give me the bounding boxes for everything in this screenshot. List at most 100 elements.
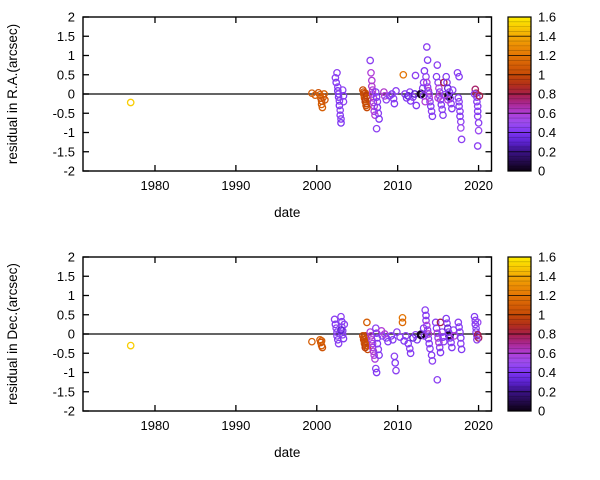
- colorbar-tick-label: 0.2: [538, 144, 556, 159]
- y-tick-label: -2: [63, 404, 75, 419]
- data-point: [334, 93, 343, 101]
- data-point: [384, 337, 392, 346]
- data-point: [421, 306, 430, 314]
- data-point: [335, 101, 344, 110]
- data-point: [373, 334, 382, 342]
- colorbar-tick-label: 0.6: [538, 346, 556, 361]
- data-point: [337, 115, 345, 123]
- data-point: [454, 94, 463, 102]
- data-point: [369, 347, 378, 356]
- y-tick-label: 0.5: [57, 307, 75, 322]
- data-point: [375, 115, 383, 123]
- data-point: [406, 97, 415, 105]
- data-point: [475, 92, 484, 100]
- data-point: [450, 332, 459, 340]
- x-tick-label: 2000: [302, 178, 331, 193]
- colorbar-tick-label: 0.8: [538, 87, 556, 102]
- data-point: [426, 102, 435, 111]
- data-point: [434, 94, 442, 102]
- colorbar-tick-label: 0.4: [538, 365, 556, 380]
- colorbar-tick-label: 0: [538, 164, 545, 179]
- data-point: [422, 43, 431, 51]
- data-point: [439, 337, 448, 346]
- ra-panel: 1980 1990 2000 2010 2020 2 1.5 1 0.5 0 -0.5 -1 -1.5 -…: [5, 10, 556, 221]
- data-point: [334, 339, 343, 348]
- data-point: [317, 337, 326, 345]
- data-point: [473, 107, 482, 116]
- data-point: [424, 330, 433, 338]
- data-point: [370, 351, 379, 360]
- colorbar-tick-label: 1.2: [538, 288, 556, 303]
- data-point: [337, 326, 345, 334]
- data-point: [339, 334, 348, 343]
- data-point: [401, 332, 410, 340]
- data-point: [422, 316, 430, 325]
- colorbar-border: [507, 16, 532, 172]
- data-point: [318, 103, 327, 112]
- axis-tick-labels: 1980 1990 2000 2010 2020 2 1.5 1 0.5 0 -0.5 -1 -1.5 -…: [53, 250, 493, 434]
- x-tick-label: 2020: [464, 418, 493, 433]
- data-point: [435, 92, 444, 100]
- data-point: [423, 83, 432, 91]
- data-point: [428, 112, 437, 121]
- data-point: [340, 320, 349, 329]
- data-point: [389, 94, 398, 103]
- data-point: [474, 334, 483, 342]
- data-point: [471, 85, 480, 94]
- data-point: [446, 334, 455, 342]
- data-point: [426, 97, 434, 106]
- data-point: [332, 78, 341, 87]
- colorbar-tick-label: 0.8: [538, 327, 556, 342]
- colorbar-tick-label: 0: [538, 404, 545, 419]
- data-point: [336, 106, 345, 115]
- data-point: [335, 97, 344, 105]
- data-point: [372, 368, 381, 377]
- x-tick-label: 1980: [141, 178, 170, 193]
- data-point: [337, 119, 345, 127]
- colorbar: 0 0.2 0.4 0.6 0.8 1 1.2 1.4 1.6: [507, 250, 556, 419]
- data-point: [443, 319, 451, 328]
- data-point: [380, 92, 389, 100]
- y-tick-label: -1: [63, 365, 75, 380]
- y-tick-label: 1: [68, 48, 75, 63]
- y-tick-label: 0: [68, 87, 75, 102]
- colorbar-tick-label: 1: [538, 307, 545, 322]
- data-point: [418, 84, 427, 93]
- y-tick-label: 2: [68, 250, 75, 265]
- data-point: [421, 97, 430, 106]
- data-point: [455, 97, 463, 106]
- colorbar: 0 0.2 0.4 0.6 0.8 1 1.2 1.4 1.6: [507, 10, 556, 179]
- data-point: [372, 124, 381, 133]
- data-point: [473, 102, 482, 111]
- colorbar-tick-label: 0.4: [538, 125, 556, 140]
- data-point: [456, 107, 464, 116]
- data-point: [435, 338, 443, 347]
- x-axis-label: date: [274, 445, 300, 460]
- data-point: [473, 318, 482, 327]
- y-tick-label: 1.5: [57, 29, 75, 44]
- data-point: [456, 112, 464, 121]
- colorbar-tick-label: 1.2: [538, 48, 556, 63]
- data-point: [398, 313, 407, 322]
- data-point: [380, 88, 388, 96]
- data-point: [392, 87, 400, 95]
- data-point: [432, 324, 441, 333]
- data-point: [391, 359, 400, 367]
- data-point: [448, 104, 456, 113]
- data-point: [411, 71, 420, 80]
- data-point: [473, 335, 481, 344]
- data-point: [454, 318, 463, 327]
- data-point: [433, 61, 442, 69]
- x-tick-label: 2010: [383, 418, 412, 433]
- scatter-points: [126, 43, 484, 150]
- data-point: [453, 68, 462, 77]
- data-point: [336, 111, 345, 120]
- data-point: [470, 312, 479, 321]
- data-point: [412, 101, 421, 110]
- x-tick-label: 1990: [221, 178, 250, 193]
- data-point: [455, 102, 463, 111]
- x-tick-label: 1980: [141, 418, 170, 433]
- data-point: [473, 142, 482, 150]
- data-point: [422, 78, 431, 87]
